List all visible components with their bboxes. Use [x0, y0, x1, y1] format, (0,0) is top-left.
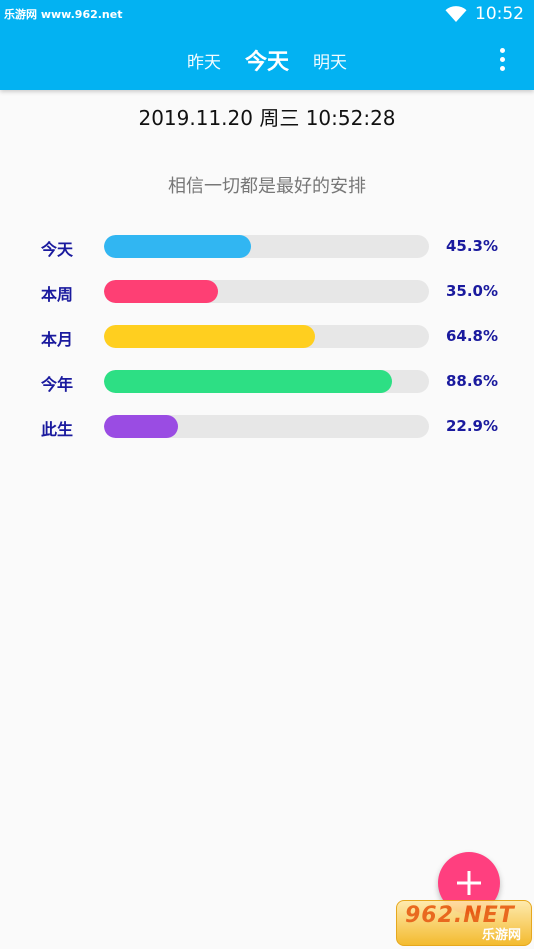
progress-track: [104, 325, 429, 348]
status-site-text: 乐游网 www.962.net: [4, 8, 123, 21]
site-watermark-logo: 962.NET 乐游网: [396, 900, 532, 946]
progress-row-life: 此生 22.9%: [0, 410, 534, 455]
progress-percent: 35.0%: [445, 282, 498, 300]
menu-dot: [499, 65, 505, 71]
status-time: 10:52: [475, 4, 524, 24]
progress-fill: [104, 235, 252, 258]
progress-fill: [104, 415, 179, 438]
progress-percent: 64.8%: [445, 327, 498, 345]
tab-yesterday[interactable]: 昨天: [186, 52, 221, 73]
status-bar-right: 10:52: [445, 4, 524, 24]
progress-label: 今年: [41, 375, 74, 394]
progress-percent: 22.9%: [445, 417, 498, 435]
progress-fill: [104, 325, 315, 348]
progress-list: 今天 45.3% 本周 35.0% 本月 64.8% 今年 88.6%: [0, 230, 534, 455]
progress-percent: 45.3%: [445, 237, 498, 255]
progress-label: 今天: [41, 240, 74, 259]
progress-fill: [104, 280, 218, 303]
progress-row-today: 今天 45.3%: [0, 230, 534, 275]
wifi-icon: [445, 6, 467, 22]
watermark-logo-text: 962.NET: [405, 903, 515, 928]
tab-tomorrow[interactable]: 明天: [313, 52, 347, 73]
progress-fill: [104, 370, 392, 393]
motto-text: 相信一切都是最好的安排: [168, 176, 366, 197]
progress-track: [104, 415, 429, 438]
progress-row-month: 本月 64.8%: [0, 320, 534, 365]
current-datetime: 2019.11.20 周三 10:52:28: [138, 106, 396, 130]
menu-dot: [499, 56, 505, 62]
progress-row-week: 本周 35.0%: [0, 275, 534, 320]
progress-track: [104, 280, 429, 303]
progress-label: 本周: [41, 285, 74, 304]
toolbar: 乐游网 www.962.net 10:52 昨天 今天 明天: [0, 0, 534, 90]
progress-label: 本月: [41, 330, 74, 349]
progress-label: 此生: [41, 420, 74, 439]
more-vertical-icon[interactable]: [492, 46, 512, 72]
progress-row-year: 今年 88.6%: [0, 365, 534, 410]
tab-today[interactable]: 今天: [244, 50, 289, 75]
watermark-sub-text: 乐游网: [481, 928, 521, 943]
menu-dot: [499, 47, 505, 53]
plus-icon: [457, 871, 481, 895]
progress-track: [104, 235, 429, 258]
day-tabs: 昨天 今天 明天: [0, 44, 534, 76]
progress-track: [104, 370, 429, 393]
progress-percent: 88.6%: [445, 372, 498, 390]
